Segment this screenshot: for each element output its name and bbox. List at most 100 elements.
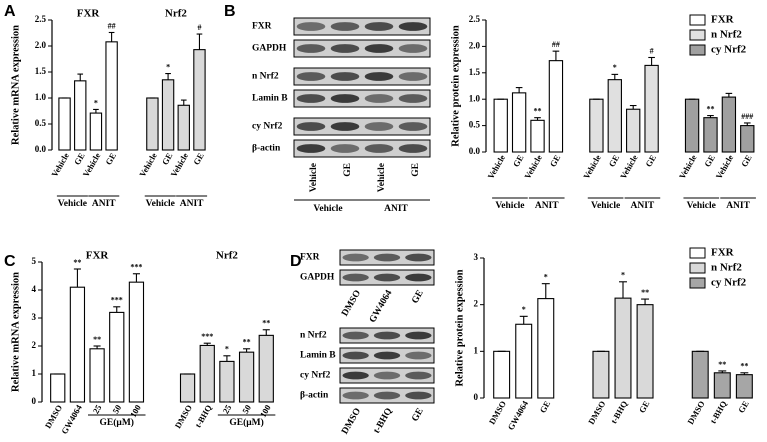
x-tick-label: DMSO: [173, 403, 195, 430]
blot-row-label: β-actin: [300, 391, 329, 401]
y-tick-label: 1: [32, 368, 37, 378]
legend-swatch: [689, 262, 706, 274]
legend-swatch: [689, 44, 706, 56]
legend-swatch: [689, 277, 706, 289]
y-tick-label: 1.0: [35, 92, 47, 102]
x-tick-label: 25: [220, 403, 233, 415]
lane-label: GE: [410, 289, 426, 306]
significance: **: [534, 107, 542, 116]
blot-band: [296, 94, 326, 103]
blot-band: [405, 351, 432, 360]
significance: **: [243, 338, 251, 347]
bar: [721, 96, 737, 153]
bar: [128, 281, 145, 403]
x-tick-label: Vehicle: [618, 153, 640, 181]
y-tick-label: 2.0: [35, 40, 47, 50]
x-tick-label: Vehicle: [714, 153, 736, 181]
panel-label: B: [224, 3, 236, 20]
blot-band: [296, 144, 326, 153]
blot-row-label: GAPDH: [300, 273, 335, 283]
x-tick-label: GE: [736, 399, 751, 415]
significance: #: [197, 23, 201, 32]
x-tick-label: 50: [110, 403, 123, 415]
significance: **: [641, 288, 649, 297]
span-label: Vehicle: [146, 199, 175, 209]
x-tick-label: 100: [128, 403, 143, 419]
y-tick-label: 0.5: [469, 120, 481, 130]
x-tick-label: GE: [548, 153, 563, 169]
y-tick-label: 2.5: [469, 14, 481, 24]
blot-band: [296, 122, 326, 131]
bar: [515, 323, 533, 399]
y-tick-label: 3: [32, 312, 37, 322]
x-tick-label: GE: [537, 399, 552, 415]
y-axis-label: Relative mRNA expression: [10, 25, 21, 145]
y-tick-label: 4: [32, 284, 37, 294]
blot-band: [398, 22, 428, 31]
blot-band: [342, 371, 369, 380]
legend-label: FXR: [711, 247, 735, 259]
blot-strip: [293, 39, 431, 58]
span-label: Vehicle: [687, 201, 716, 211]
y-tick-label: 5: [32, 256, 37, 266]
blot-strip: [293, 17, 431, 36]
span-label: ANIT: [726, 201, 750, 211]
significance: *: [522, 305, 526, 314]
significance: **: [706, 104, 714, 113]
blot-band: [342, 331, 369, 340]
x-tick-label: DMSO: [487, 399, 509, 426]
x-tick-label: Vehicle: [677, 153, 699, 181]
blot-row-label: β-actin: [252, 144, 281, 154]
bar: [614, 297, 632, 399]
significance: **: [262, 319, 270, 328]
blot-band: [373, 371, 401, 380]
blot-row-label: GAPDH: [252, 44, 287, 54]
significance: ##: [552, 40, 560, 49]
blot-band: [364, 72, 394, 81]
y-tick-label: 1: [474, 345, 479, 355]
bar: [219, 360, 235, 403]
blot-band: [330, 22, 360, 31]
blot-band: [405, 273, 432, 282]
blot-band: [373, 331, 401, 340]
x-tick-label: GE: [739, 153, 754, 169]
x-tick-label: GE: [606, 153, 621, 169]
bar: [89, 112, 103, 151]
bar: [592, 350, 610, 399]
blot-row-label: cy Nrf2: [252, 122, 283, 132]
blot-band: [405, 371, 432, 380]
legend-label: n Nrf2: [711, 262, 742, 274]
group-title: FXR: [77, 8, 101, 20]
lane-label: GE: [343, 163, 353, 177]
y-tick-label: 0.0: [469, 146, 481, 156]
blot-band: [296, 72, 326, 81]
blot-row-label: FXR: [252, 22, 272, 32]
blot-band: [296, 44, 326, 53]
legend-label: cy Nrf2: [711, 277, 747, 289]
y-tick-label: 0.5: [35, 118, 47, 128]
bar: [89, 348, 105, 403]
significance: ***: [201, 332, 213, 341]
blot-band: [342, 273, 369, 282]
x-tick-label: Vehicle: [485, 153, 507, 181]
significance: *: [621, 271, 625, 280]
blot-row-label: n Nrf2: [300, 331, 327, 341]
significance: *: [613, 63, 617, 72]
blot-strip: [293, 67, 431, 86]
x-tick-label: Vehicle: [49, 151, 71, 179]
lane-label: GE: [411, 163, 421, 177]
bar: [548, 60, 564, 153]
bar: [105, 41, 118, 151]
blot-strip: [293, 139, 431, 158]
blot-band: [364, 122, 394, 131]
bar: [146, 97, 159, 151]
span-label: Vehicle: [58, 199, 87, 209]
blot-strip: [293, 89, 431, 108]
x-tick-label: GE: [191, 151, 206, 167]
significance: **: [73, 258, 81, 267]
panel-label: C: [4, 253, 16, 270]
x-tick-label: GE: [511, 153, 526, 169]
x-tick-label: t-BHQ: [608, 399, 629, 426]
x-tick-label: GE: [103, 151, 118, 167]
